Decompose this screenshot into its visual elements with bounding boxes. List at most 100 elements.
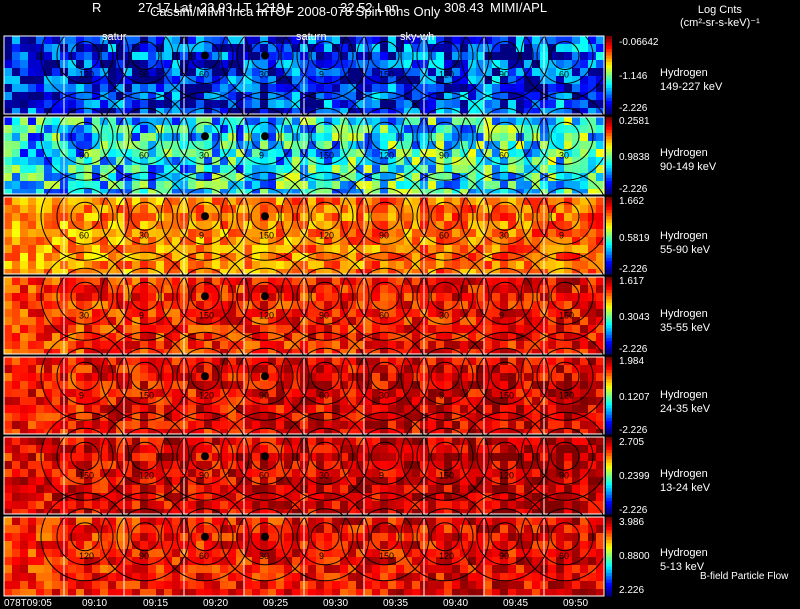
heatmap-cell [188,405,196,413]
colorbar-segment [606,465,612,470]
heatmap-cell [52,349,60,354]
heatmap-cell [28,108,36,114]
heatmap-cell [316,213,324,221]
heatmap-cell [212,52,220,60]
heatmap-cell [428,117,436,125]
heatmap-row: 30 9 150 120 90 60 30 9 150 [3,251,610,355]
heatmap-cell [4,245,12,253]
heatmap-cell [364,165,372,173]
heatmap-cell [476,261,484,269]
heatmap-cell [44,44,52,52]
heatmap-cell [388,309,396,317]
heatmap-cell [44,357,52,365]
heatmap-cell [372,373,380,381]
heatmap-cell [588,509,596,514]
contour-line [310,41,340,70]
heatmap-cell [436,413,444,421]
heatmap-cell [28,373,36,381]
heatmap-cell [68,44,76,52]
heatmap-cell [580,165,588,173]
heatmap-cell [532,453,540,461]
heatmap-cell [356,453,364,461]
heatmap-cell [364,189,372,194]
contour-line [160,91,250,181]
heatmap-cell [108,213,116,221]
heatmap-cell [244,373,252,381]
heatmap-cell [532,381,540,389]
heatmap-cell [348,317,356,325]
heatmap-cell [156,165,164,173]
contour-line [536,107,594,165]
heatmap-cell [364,157,372,165]
heatmap-cell [372,453,380,461]
heatmap-cell [156,349,164,354]
heatmap-cell [156,157,164,165]
heatmap-cell [100,76,108,84]
heatmap-cell [268,373,276,381]
heatmap-cell [268,60,276,68]
heatmap-cell [596,100,604,108]
heatmap-cell [316,485,324,493]
heatmap-cell [188,125,196,133]
heatmap-cell [156,245,164,253]
heatmap-cell [228,469,236,477]
heatmap-cell [148,517,156,525]
heatmap-cell [100,133,108,141]
heatmap-cell [332,317,340,325]
heatmap-cell [84,44,92,52]
heatmap-cell [412,269,420,274]
heatmap-cell [460,325,468,333]
heatmap-cell [348,253,356,261]
heatmap-cell [588,181,596,189]
heatmap-cell [164,325,172,333]
heatmap-cell [468,437,476,445]
heatmap-cell [460,413,468,421]
heatmap-cell [228,92,236,100]
heatmap-cell [436,52,444,60]
heatmap-cell [44,509,52,514]
heatmap-cell [316,301,324,309]
heatmap-cell [100,181,108,189]
heatmap-cell [76,301,84,309]
heatmap-cell [68,149,76,157]
heatmap-cell [516,429,524,434]
contour-line [56,347,114,405]
heatmap-cell [572,333,580,341]
heatmap-cell [12,44,20,52]
heatmap-cell [524,509,532,514]
heatmap-cell [396,285,404,293]
heatmap-cell [188,149,196,157]
heatmap-cell [212,108,220,114]
heatmap-cell [372,181,380,189]
heatmap-cell [228,277,236,285]
heatmap-cell [524,485,532,493]
heatmap-cell [348,373,356,381]
heatmap-cell [324,437,332,445]
heatmap-cell [276,341,284,349]
heatmap-cell [76,221,84,229]
heatmap-cell [532,493,540,501]
heatmap-cell [468,357,476,365]
contour-label: 9 [199,230,204,240]
contour-line [460,251,550,341]
colorbar-segment [606,117,612,121]
heatmap-cell [244,293,252,301]
heatmap-cell [220,381,228,389]
heatmap-cell [172,333,180,341]
heatmap-cell [404,493,412,501]
heatmap-cell [380,517,388,525]
heatmap-cell [588,189,596,194]
heatmap-cell [324,125,332,133]
heatmap-cell [172,269,180,274]
colorbar-segment [606,129,612,134]
heatmap-cell [548,413,556,421]
heatmap-cell [324,309,332,317]
heatmap-cell [436,213,444,221]
heatmap-cell [20,52,28,60]
heatmap-cell [276,373,284,381]
heatmap-cell [172,309,180,317]
heatmap-cell [140,133,148,141]
heatmap-cell [380,205,388,213]
heatmap-cell [108,165,116,173]
heatmap-cell [292,197,300,205]
